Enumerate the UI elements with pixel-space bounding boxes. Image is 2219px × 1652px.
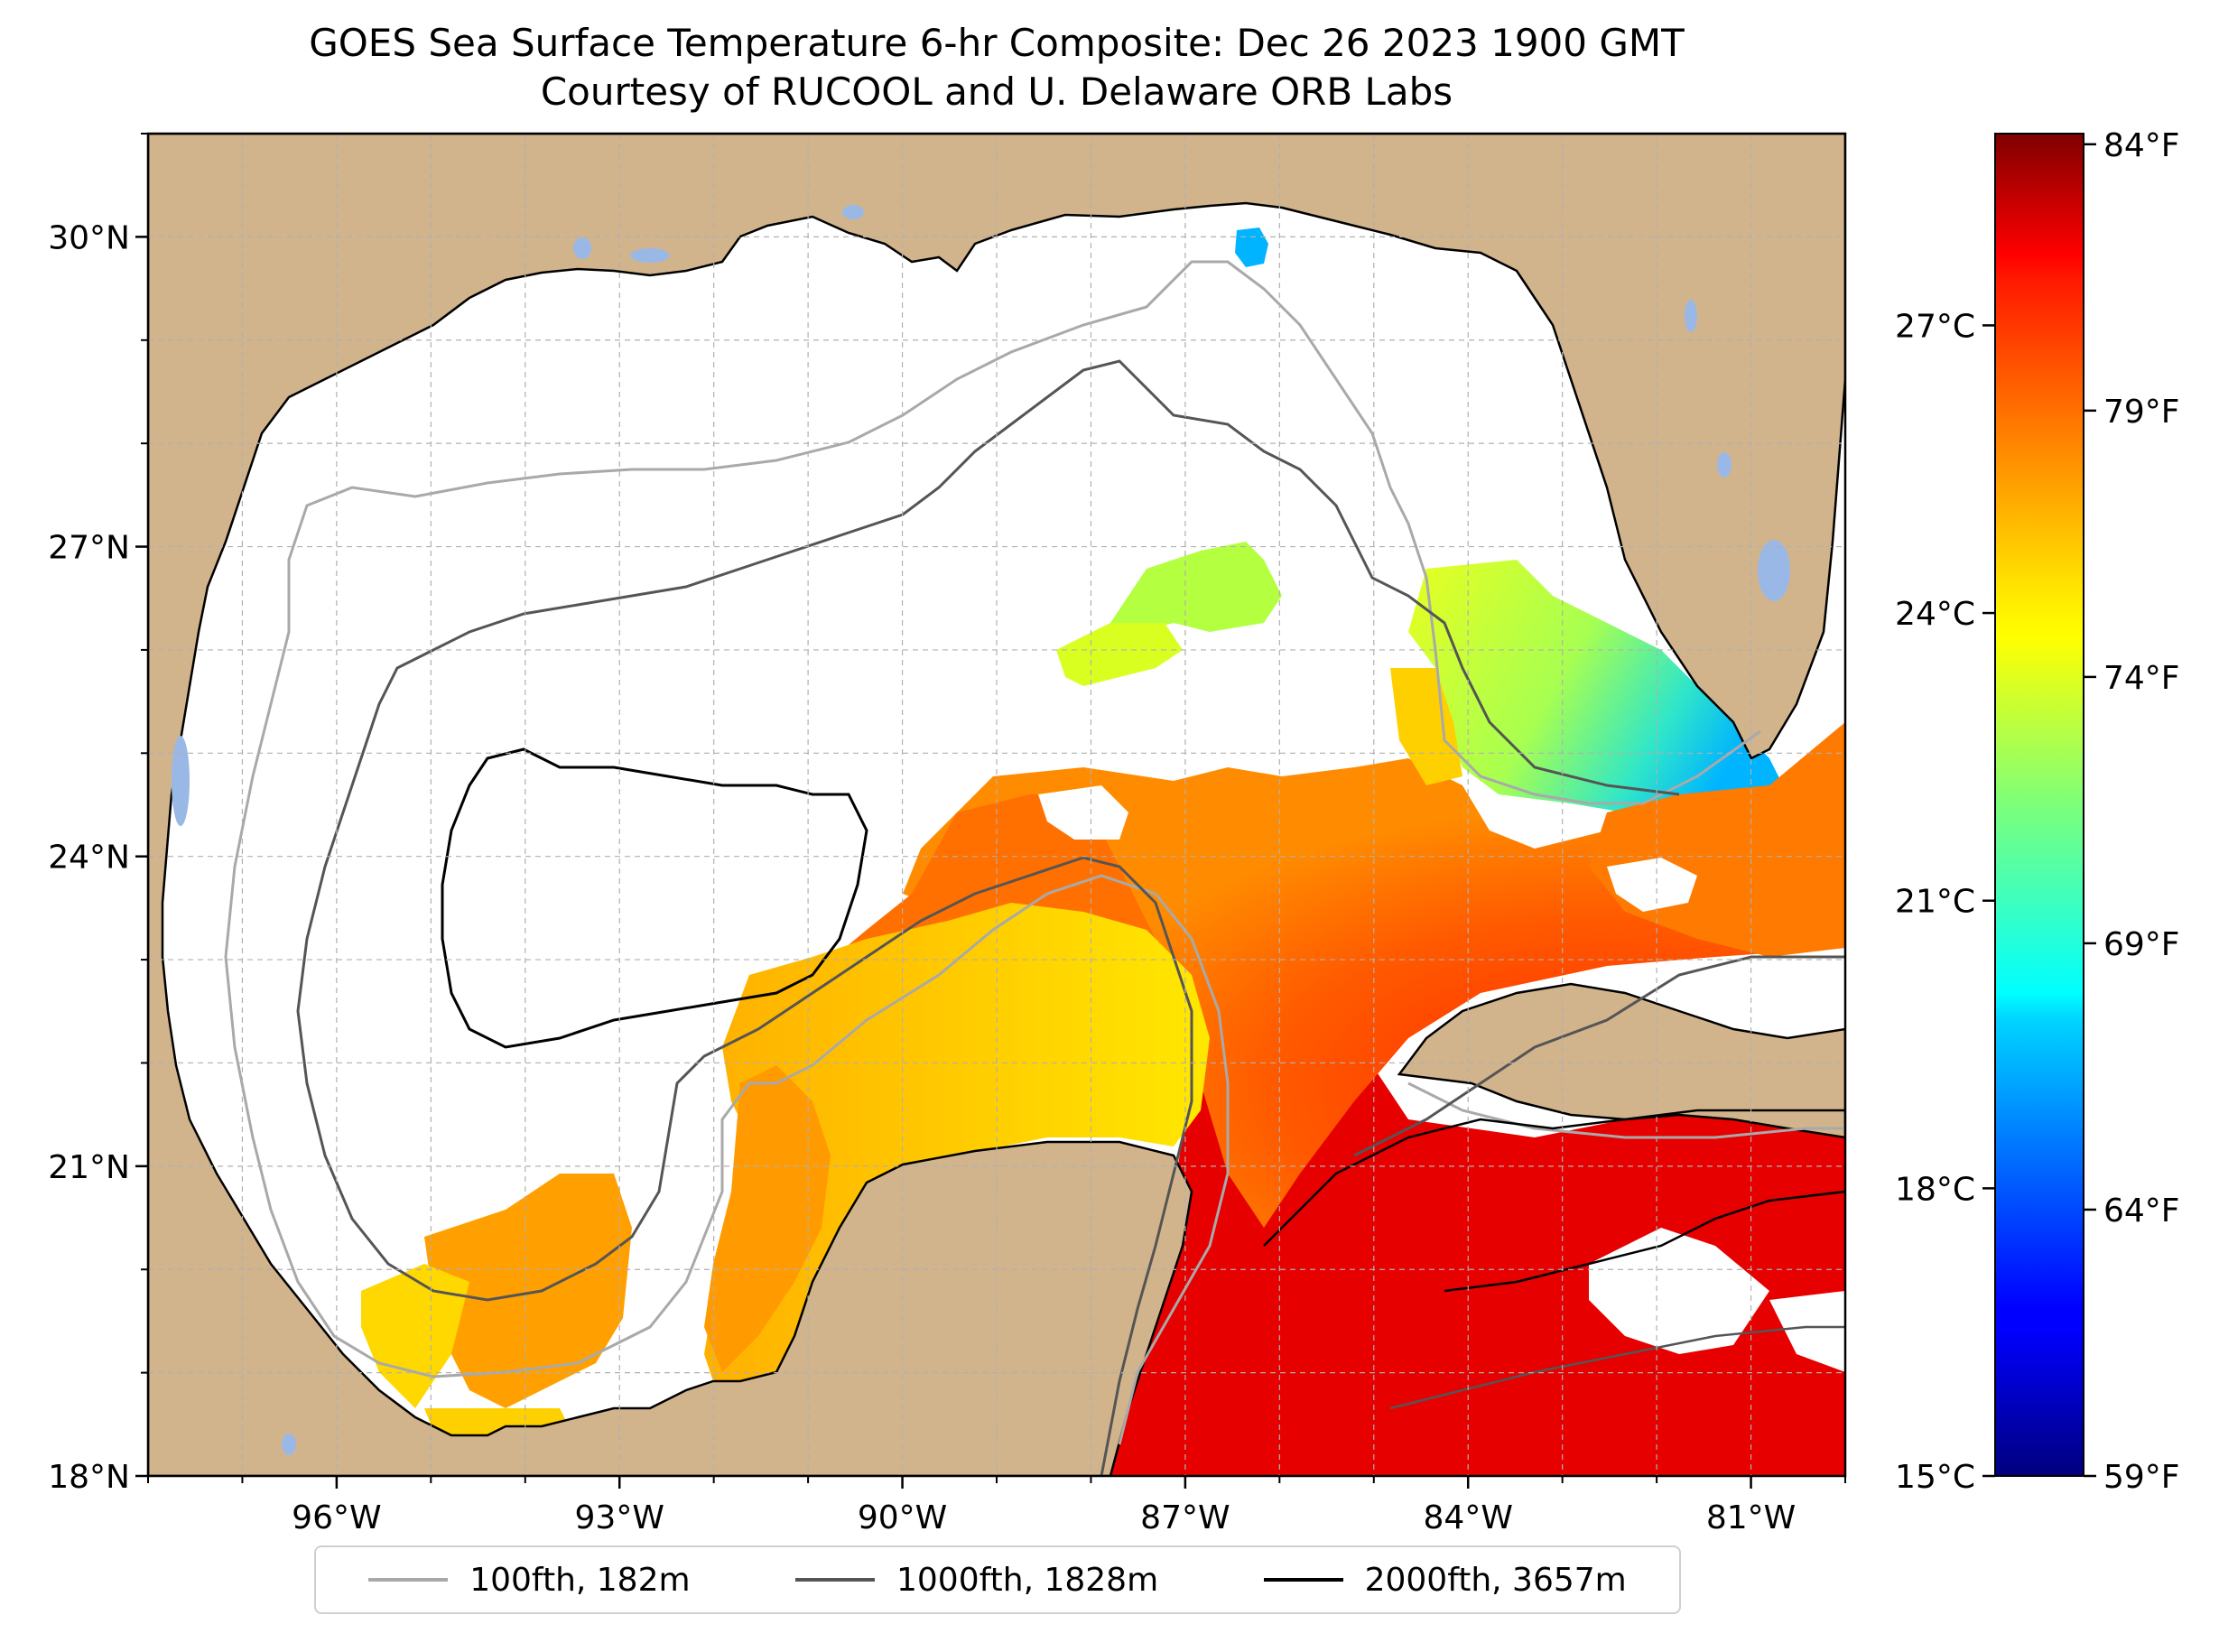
map-subtitle: Courtesy of RUCOOL and U. Delaware ORB L… — [540, 70, 1453, 114]
lon-tick-label: 87°W — [1140, 1499, 1230, 1536]
legend-swatch-100fth — [368, 1578, 449, 1582]
legend-label-1000fth: 1000fth, 1828m — [896, 1561, 1159, 1599]
lat-tick-label: 18°N — [48, 1459, 130, 1496]
legend-label-2000fth: 2000fth, 3657m — [1364, 1561, 1627, 1599]
lon-tick-label: 84°W — [1424, 1499, 1513, 1536]
lake-fl-2 — [1717, 452, 1732, 478]
cloud-gap-3 — [1769, 1291, 1845, 1372]
lake-okeechobee — [1758, 540, 1790, 601]
sst-campeche-patch — [424, 1174, 632, 1408]
celsius-tick-label: 18°C — [1895, 1171, 1975, 1208]
colorbar — [1994, 133, 2084, 1477]
contour-1000fth-carib — [1389, 1325, 1845, 1410]
celsius-tick-label: 24°C — [1895, 596, 1975, 633]
map-area — [148, 134, 1845, 1476]
celsius-tick-label: 27°C — [1895, 308, 1975, 345]
lat-tick-label: 27°N — [48, 530, 130, 567]
fahrenheit-tick-label: 64°F — [2103, 1193, 2180, 1230]
lon-tick-label: 93°W — [575, 1499, 664, 1536]
lakes — [172, 205, 1790, 1455]
fahrenheit-tick-label: 59°F — [2103, 1459, 2180, 1496]
fahrenheit-tick-label: 84°F — [2103, 127, 2180, 164]
cloud-gap-2 — [1589, 1228, 1769, 1354]
legend-item-2000fth: 2000fth, 3657m — [1263, 1561, 1627, 1599]
gridlines — [148, 134, 1845, 1476]
map-axes: 96°W 93°W 90°W 87°W 84°W 81°W 18°N 21°N 24°N 27°N… — [48, 133, 1846, 1536]
lat-tick-label: 21°N — [48, 1149, 130, 1186]
sst-yucatan-shelf-orange — [704, 1065, 831, 1372]
legend: 100fth, 182m 1000fth, 1828m 2000fth, 365… — [314, 1545, 1681, 1614]
lon-tick-label: 96°W — [292, 1499, 381, 1536]
contour-1000fth — [296, 359, 1680, 1476]
sst-campeche-yellow — [361, 1264, 469, 1408]
cloud-gap-1 — [1607, 858, 1697, 912]
sst-florida-shelf — [1408, 560, 1787, 821]
lake-la-2 — [573, 237, 591, 259]
lat-tick-label: 30°N — [48, 219, 130, 256]
land-cuba — [1397, 982, 1845, 1139]
sst-green-patch-north — [1110, 542, 1282, 632]
lat-tick-label: 24°N — [48, 840, 130, 877]
lake-fl-3 — [1685, 300, 1697, 332]
colorbar-ticks: 15°C 18°C 21°C 24°C 27°C 59°F 64°F 69°F 74°F 79°F… — [1895, 127, 2179, 1496]
fahrenheit-tick-label: 79°F — [2103, 394, 2180, 431]
contour-2000fth-carib — [1263, 1109, 1845, 1247]
celsius-tick-label: 15°C — [1895, 1459, 1975, 1496]
contour-100fth — [224, 260, 1761, 1445]
contour-100fth-cuba — [1407, 1081, 1845, 1139]
celsius-tick-label: 21°C — [1895, 884, 1975, 921]
lon-tick-label: 90°W — [858, 1499, 947, 1536]
contour-2000fth-carib-2 — [1444, 1190, 1845, 1293]
contour-2000fth — [441, 747, 868, 1049]
legend-swatch-1000fth — [794, 1578, 875, 1582]
legend-swatch-2000fth — [1263, 1578, 1343, 1582]
sst-cold-spot — [1235, 227, 1268, 267]
sst-florida-shelf-edge — [1390, 668, 1462, 785]
map-title: GOES Sea Surface Temperature 6-hr Compos… — [309, 21, 1685, 65]
lake-mx-1 — [282, 1434, 296, 1455]
lon-tick-label: 81°W — [1706, 1499, 1796, 1536]
legend-label-100fth: 100fth, 182m — [469, 1561, 691, 1599]
fahrenheit-tick-label: 74°F — [2103, 660, 2180, 697]
lake-la-1 — [630, 248, 670, 263]
sst-green-patch-west — [1056, 623, 1183, 686]
legend-item-100fth: 100fth, 182m — [368, 1561, 691, 1599]
fahrenheit-tick-label: 69°F — [2103, 926, 2180, 963]
lake-tx-1 — [172, 736, 190, 826]
legend-item-1000fth: 1000fth, 1828m — [794, 1561, 1159, 1599]
lake-pontchartrain — [842, 205, 864, 219]
cloud-gap-4 — [1038, 785, 1128, 840]
